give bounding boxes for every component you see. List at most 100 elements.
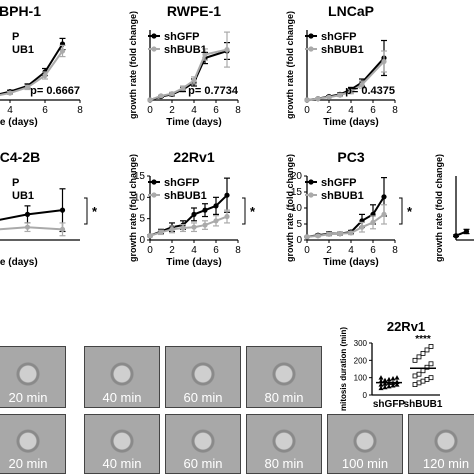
- chart-4-series-0-point: [202, 207, 208, 213]
- chart-3-title: C4-2B: [0, 149, 40, 165]
- chart-5-series-1-point: [370, 219, 376, 225]
- chart-5-series-1-point: [315, 233, 321, 239]
- chart-0-x-tick-label: 8: [77, 105, 83, 116]
- mitosis-y-label: mitosis duration (min): [339, 327, 348, 411]
- chart-4-series-1-point: [213, 218, 219, 224]
- time-lapse-frame: 80 min: [246, 346, 322, 408]
- mitosis-point-shgfp: [382, 377, 388, 383]
- time-lapse-frame: 60 min: [165, 346, 241, 408]
- chart-2-p-value: p= 0.4375: [345, 85, 395, 97]
- chart-3-series-1-line: [0, 226, 63, 231]
- mitosis-y-tick-label: 300: [354, 339, 368, 348]
- time-lapse-frame: 60 min: [165, 414, 241, 474]
- time-lapse-label: 80 min: [264, 390, 304, 405]
- chart-1-x-tick-label: 4: [191, 105, 197, 116]
- chart-4-series-0-point: [191, 211, 197, 217]
- chart-5-series-1-point: [359, 224, 365, 230]
- chart-5-y-tick-label: 10: [291, 203, 303, 214]
- chart-1-x-tick-label: 2: [169, 105, 175, 116]
- chart-4-y-tick-label: 15: [134, 171, 146, 182]
- chart-5-y-label: growth rate (fold change): [285, 154, 295, 262]
- mitosis-point-shgfp: [386, 376, 392, 382]
- chart-5-y-tick-label: 5: [296, 219, 302, 230]
- chart-5-y-tick-label: 20: [291, 171, 303, 182]
- chart-4-series-0-point: [213, 203, 219, 209]
- chart-4-x-tick-label: 0: [147, 245, 153, 256]
- chart-6-y-label: growth rate (fold change): [434, 154, 444, 262]
- mitosis-point-shbub1: [412, 357, 418, 363]
- chart-4-legend-label: shGFP: [164, 177, 199, 189]
- chart-1-y-label: growth rate (fold change): [128, 11, 138, 119]
- chart-1-legend-label: shGFP: [164, 31, 199, 43]
- chart-2-x-label: Time (days): [323, 117, 378, 128]
- chart-2-series-1-point: [381, 58, 387, 65]
- chart-2-x-tick-label: 2: [326, 105, 332, 116]
- chart-3-series-1-point: [24, 224, 31, 230]
- chart-5-title: PC3: [337, 149, 364, 165]
- mitosis-point-shgfp: [390, 376, 396, 381]
- mitosis-point-shbub1: [424, 364, 430, 370]
- chart-5-y-tick-label: 15: [291, 187, 303, 198]
- time-lapse-frame: 80 min: [246, 414, 322, 474]
- mitosis-point-shgfp: [390, 382, 396, 388]
- chart-0-x-tick-label: 4: [7, 105, 13, 116]
- chart-4-significance-bracket: [242, 197, 246, 225]
- mitosis-y-tick-label: 200: [354, 356, 368, 365]
- mitosis-point-shbub1: [428, 344, 434, 349]
- mitosis-point-shgfp: [378, 385, 384, 391]
- chart-5-x-label: Time (days): [323, 257, 378, 268]
- chart-3-series-1-point: [59, 226, 66, 232]
- chart-1-legend-marker: [151, 46, 157, 52]
- chart-3-x-label: Time (days): [0, 257, 38, 268]
- mitosis-point-shgfp: [394, 382, 400, 387]
- chart-5-significance-star: *: [407, 204, 413, 219]
- chart-5-legend-label: shBUB1: [321, 190, 364, 202]
- chart-5-series-1-point: [326, 231, 332, 237]
- chart-5-series-1-point: [381, 211, 387, 217]
- mitosis-point-shbub1: [428, 361, 434, 367]
- chart-2-series-1-point: [326, 94, 332, 100]
- chart-1-series-1-point: [224, 47, 230, 53]
- chart-1-series-1-point: [191, 77, 197, 83]
- chart-1-series-1-point: [202, 51, 208, 58]
- time-lapse-label: 60 min: [183, 390, 223, 405]
- mitosis-y-tick-label: 0: [363, 391, 368, 400]
- time-lapse-label: 80 min: [264, 456, 304, 471]
- chart-2-legend-marker: [308, 46, 314, 52]
- chart-2-legend-label: shBUB1: [321, 44, 364, 56]
- mitosis-point-shbub1: [424, 347, 430, 353]
- chart-4-y-tick-label: 10: [134, 192, 146, 203]
- time-lapse-label: 40 min: [102, 456, 142, 471]
- mitosis-point-shgfp: [394, 375, 400, 380]
- chart-4-x-tick-label: 8: [235, 245, 241, 256]
- mitosis-significance: ****: [415, 334, 431, 345]
- mitosis-point-shbub1: [420, 378, 426, 384]
- chart-4-legend-marker: [151, 192, 157, 198]
- time-lapse-frame: 40 min: [84, 414, 160, 474]
- chart-4-y-tick-label: 0: [139, 235, 145, 246]
- chart-4-series-1-point: [191, 224, 197, 230]
- time-lapse-frame: 120 min: [408, 414, 474, 474]
- chart-1-title: RWPE-1: [167, 3, 221, 19]
- chart-1-series-1-point: [180, 85, 186, 91]
- chart-0-x-label: Time (days): [0, 117, 38, 128]
- chart-5-x-tick-label: 0: [304, 245, 310, 256]
- chart-0-series-1-point: [24, 84, 31, 90]
- chart-0-legend-label: UB1: [12, 44, 34, 56]
- chart-1-x-tick-label: 0: [147, 105, 153, 116]
- chart-2-series-1-point: [359, 82, 365, 88]
- chart-1-series-1-point: [169, 91, 175, 97]
- mitosis-point-shgfp: [382, 384, 388, 390]
- mitosis-title: 22Rv1: [387, 319, 425, 334]
- chart-0-p-value: p= 0.6667: [30, 85, 80, 97]
- chart-0-series-1-point: [42, 72, 48, 79]
- chart-5-legend-label: shGFP: [321, 177, 356, 189]
- chart-5-x-tick-label: 4: [348, 245, 354, 256]
- chart-3-series-0-point: [24, 211, 31, 217]
- chart-0-series-1-point: [7, 90, 13, 96]
- chart-1-legend-label: shBUB1: [164, 44, 207, 56]
- mitosis-point-shbub1: [420, 368, 426, 374]
- chart-3-significance-bracket: [84, 197, 88, 225]
- chart-5-significance-bracket: [399, 197, 403, 225]
